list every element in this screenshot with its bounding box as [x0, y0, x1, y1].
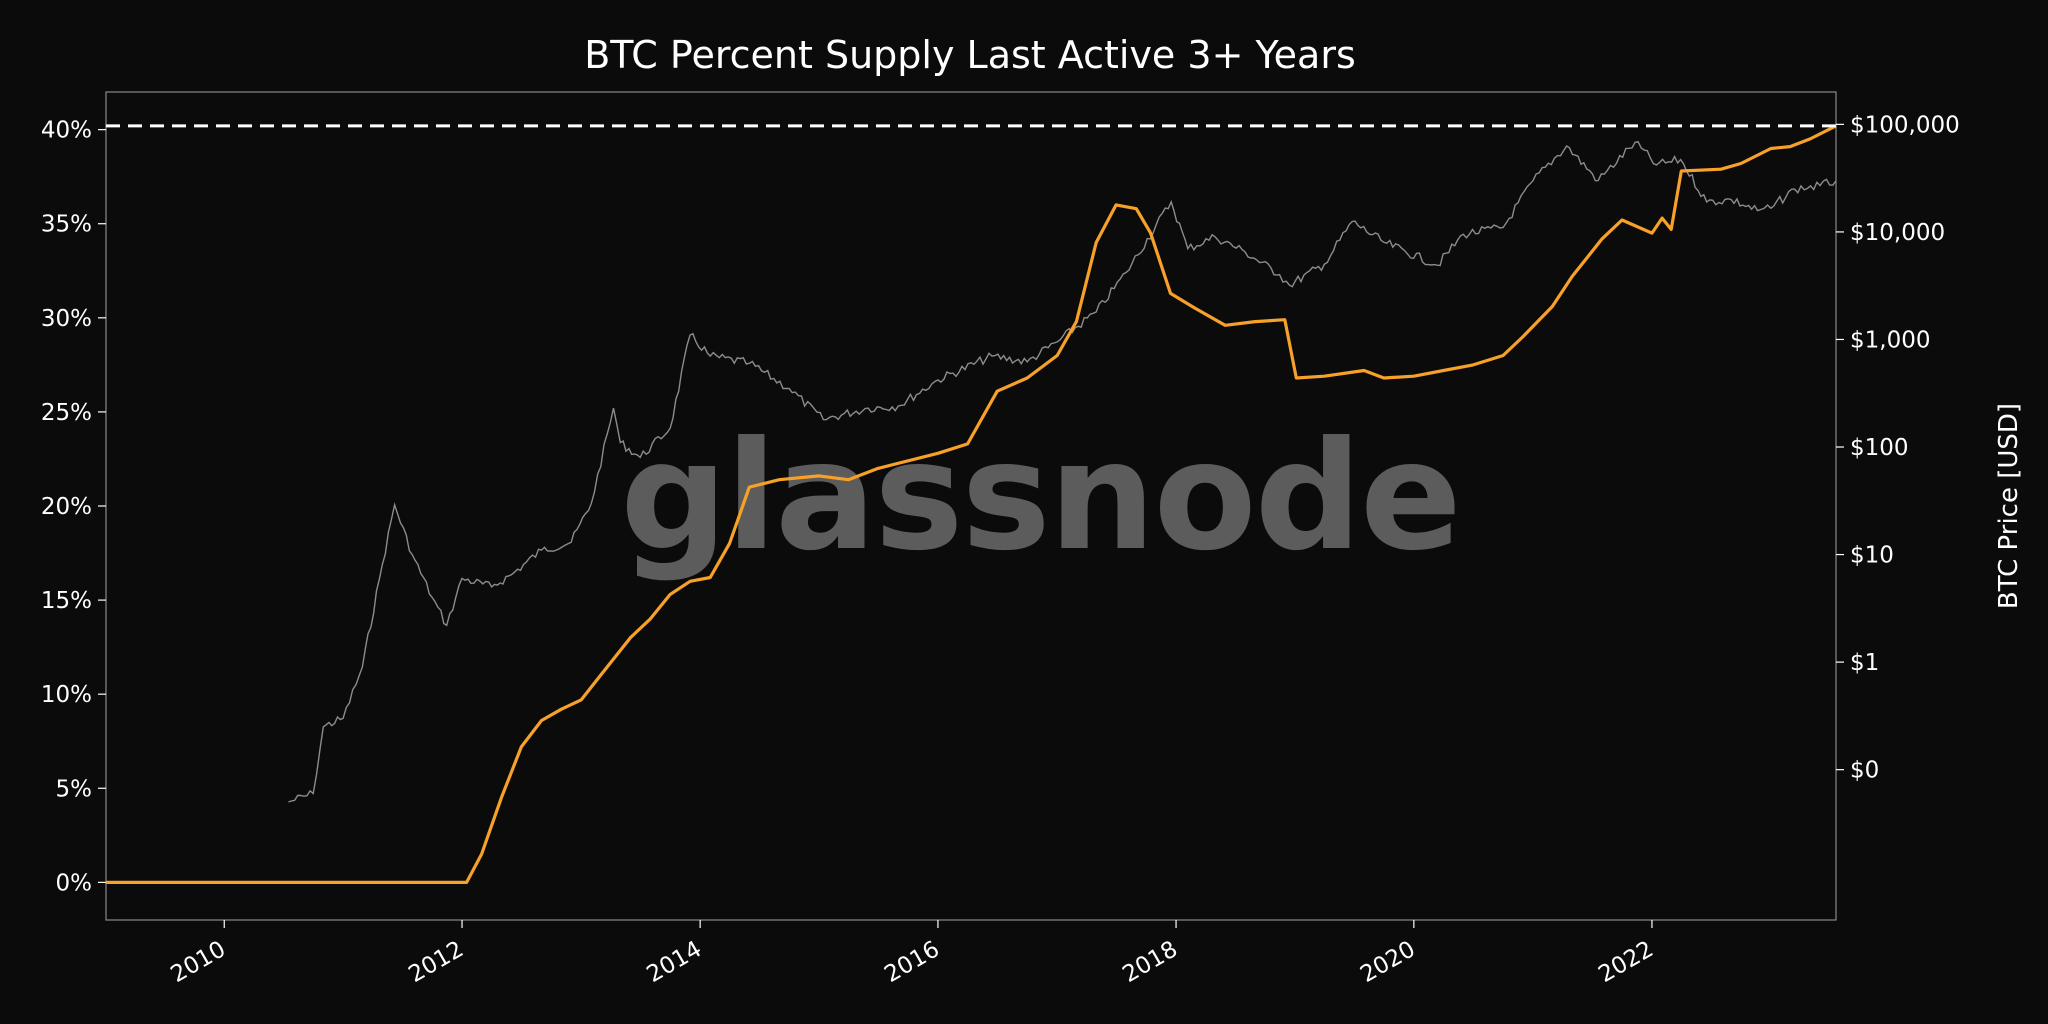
chart-title: BTC Percent Supply Last Active 3+ Years: [584, 33, 1356, 77]
y-tick-label: 10%: [41, 682, 92, 708]
supply-line: [106, 124, 1837, 884]
y2-tick-label: $1: [1850, 650, 1879, 676]
y-tick-label: 5%: [56, 776, 93, 802]
y2-tick-label: $10,000: [1850, 220, 1945, 246]
y2-tick-label: $100: [1850, 435, 1909, 461]
supply-series-layer: [106, 124, 1837, 884]
y-tick-label: 20%: [41, 494, 92, 520]
watermark: glassnode: [620, 410, 1460, 584]
y-axis-left: 0% 5% 10% 15% 20% 25% 30% 35% 40%: [41, 118, 106, 896]
y2-tick-label: $10: [1850, 543, 1894, 569]
y-tick-label: 25%: [41, 400, 92, 426]
y2-tick-label: $1,000: [1850, 327, 1930, 353]
y-tick-label: 30%: [41, 306, 92, 332]
y-tick-label: 35%: [41, 212, 92, 238]
y-axis-right: $0 $1 $10 $100 $1,000 $10,000 $100,000: [1836, 112, 1960, 784]
y2-tick-label: $0: [1850, 758, 1879, 784]
y-tick-label: 40%: [41, 118, 92, 144]
price-series-layer: [288, 140, 1837, 803]
y2-axis-label: BTC Price [USD]: [1994, 403, 2024, 609]
y2-tick-label: $100,000: [1850, 112, 1960, 138]
y-tick-label: 0%: [56, 870, 93, 896]
price-line: [288, 140, 1837, 803]
y-tick-label: 15%: [41, 588, 92, 614]
